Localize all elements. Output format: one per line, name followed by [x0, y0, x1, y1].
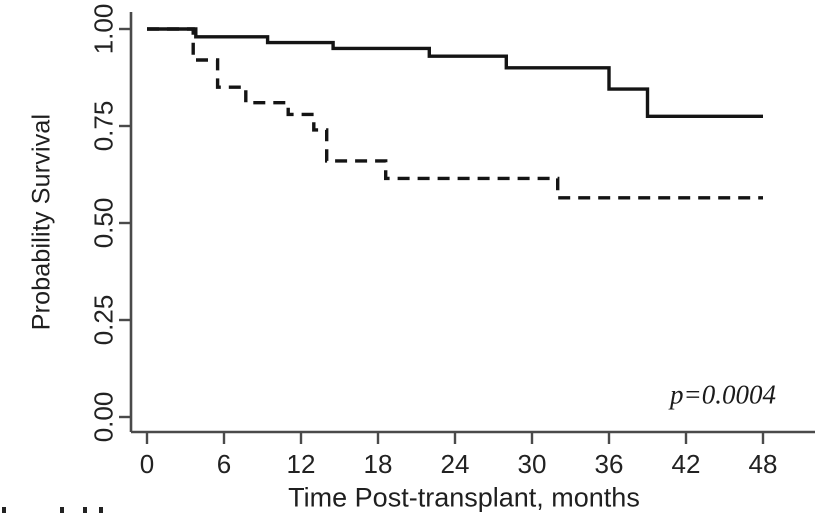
- x-tick-label: 24: [441, 449, 470, 479]
- y-tick-label: 0.25: [88, 295, 118, 346]
- x-tick-label: 48: [749, 449, 778, 479]
- x-axis-title: Time Post-transplant, months: [288, 482, 640, 513]
- y-tick-label: 0.50: [88, 198, 118, 249]
- y-tick-label: 0.00: [88, 392, 118, 443]
- survival-curve-dashed: [147, 27, 763, 200]
- x-tick-label: 6: [217, 449, 231, 479]
- y-axis-title: Probability Survival: [27, 113, 56, 331]
- cutoff-text-mark: [60, 507, 64, 513]
- x-tick-label: 42: [672, 449, 701, 479]
- y-tick-label: 0.75: [88, 101, 118, 152]
- cutoff-text-mark: [99, 507, 103, 513]
- x-tick-label: 36: [595, 449, 624, 479]
- survival-curve-solid: [147, 27, 763, 118]
- p-value-annotation: p=0.0004: [670, 379, 776, 410]
- x-tick-label: 30: [518, 449, 547, 479]
- x-tick-label: 18: [364, 449, 393, 479]
- cutoff-text-mark: [83, 507, 87, 513]
- y-tick-label: 1.00: [88, 4, 118, 55]
- x-tick-label: 0: [140, 449, 154, 479]
- x-tick-label: 12: [287, 449, 316, 479]
- cutoff-text-mark: [2, 507, 6, 513]
